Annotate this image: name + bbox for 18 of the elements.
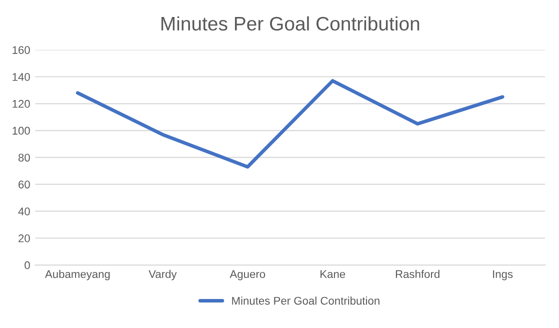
x-tick-label: Aubameyang (44, 270, 110, 280)
chart-title: Minutes Per Goal Contribution (161, 16, 420, 31)
line-series (76, 79, 504, 169)
y-tick-label: 120 (12, 100, 30, 108)
x-tick-label: Vardy (148, 270, 177, 280)
y-tick-label: 60 (18, 180, 30, 188)
y-tick-label: 0 (24, 261, 30, 270)
y-tick-label: 140 (12, 73, 30, 81)
x-tick-label: Aguero (230, 270, 266, 280)
y-tick-label: 80 (18, 154, 30, 162)
y-tick-label: 20 (18, 234, 30, 242)
x-tick-label: Kane (320, 270, 346, 278)
y-tick-label: 100 (12, 126, 30, 135)
y-tick-label: 40 (18, 208, 30, 216)
x-tick-label: Ings (493, 270, 513, 280)
legend-label: Minutes Per Goal Contribution (232, 296, 380, 305)
y-tick-label: 160 (12, 46, 30, 54)
x-tick-label: Rashford (396, 270, 440, 278)
